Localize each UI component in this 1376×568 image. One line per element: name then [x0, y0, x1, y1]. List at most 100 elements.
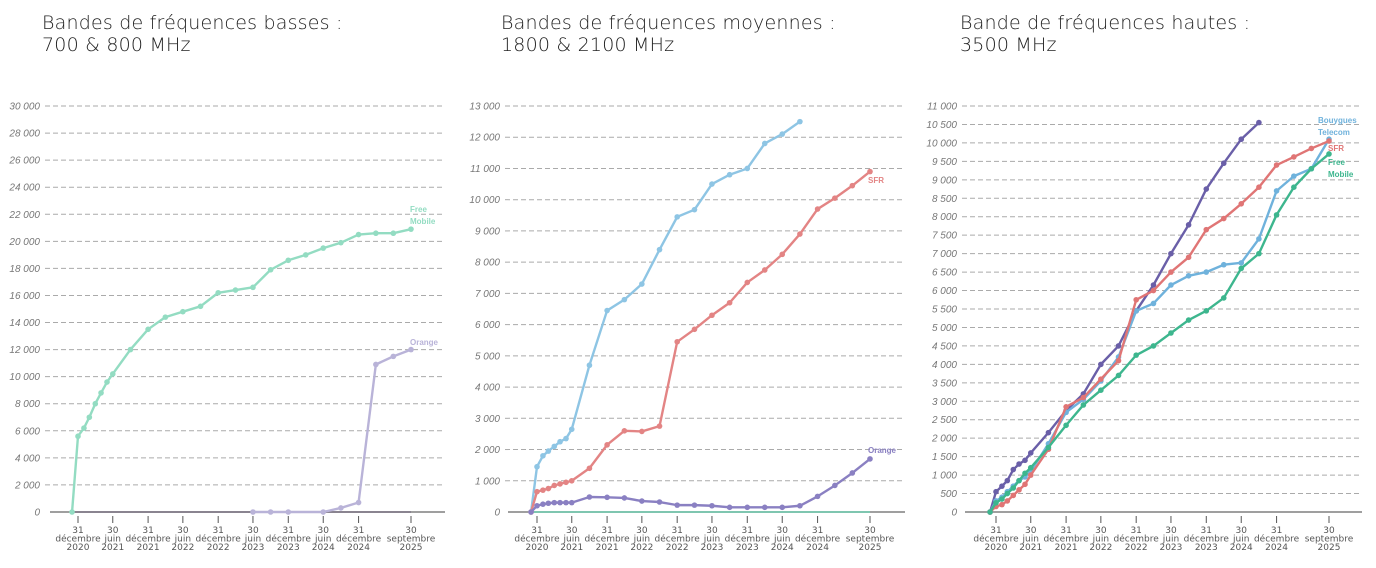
data-point [1010, 485, 1017, 491]
series-label: SFR [1328, 144, 1344, 153]
y-tick-label: 8 500 [932, 194, 957, 205]
data-point [545, 500, 552, 507]
data-point [639, 428, 645, 435]
data-point [726, 171, 733, 178]
data-point [1291, 154, 1297, 160]
data-point [1308, 145, 1315, 152]
y-tick-label: 22 000 [8, 210, 40, 221]
data-point [832, 482, 838, 489]
data-point [127, 346, 134, 353]
data-point [545, 485, 552, 492]
data-point [1238, 260, 1245, 266]
data-point [1168, 282, 1174, 288]
data-point [1168, 269, 1174, 275]
series-label: Bouygues Telecom [1318, 116, 1357, 137]
data-point [1203, 186, 1210, 192]
data-point [285, 509, 292, 515]
y-tick-label: 7 000 [932, 249, 957, 260]
data-point [1168, 330, 1174, 336]
series-label: Orange [410, 338, 439, 347]
data-point [1168, 250, 1174, 257]
data-point [1308, 165, 1315, 172]
series-label: Orange [868, 446, 897, 455]
x-tick-label: 30 septembre 2025 [1305, 526, 1354, 553]
data-point [563, 479, 569, 486]
x-tick-label: 30 juin 2023 [700, 526, 723, 553]
data-point [797, 118, 803, 125]
x-tick-label: 30 juin 2021 [560, 526, 583, 553]
data-point [621, 296, 628, 303]
series-line-sfr [529, 170, 871, 513]
data-point [621, 428, 628, 434]
data-point [993, 499, 999, 506]
x-tick-label: 30 juin 2023 [241, 526, 264, 553]
data-point [1004, 477, 1011, 484]
data-point [557, 438, 563, 445]
data-point [744, 504, 751, 511]
x-tick-label: 31 décembre 2023 [266, 526, 312, 553]
data-point [1185, 317, 1192, 323]
y-tick-label: 5 000 [475, 351, 500, 362]
y-tick-label: 500 [940, 489, 957, 500]
x-tick-label: 30 juin 2024 [312, 526, 335, 553]
y-tick-label: 4 000 [475, 383, 500, 394]
x-tick-label: 30 juin 2022 [1089, 526, 1112, 553]
y-tick-label: 7 500 [932, 231, 957, 242]
data-point [1238, 265, 1245, 272]
data-point [1010, 492, 1017, 499]
data-point [586, 362, 593, 369]
data-point [999, 501, 1005, 508]
data-point [621, 495, 628, 501]
data-point [1098, 361, 1104, 368]
data-point [320, 509, 327, 515]
data-point [1016, 461, 1022, 467]
data-point [69, 509, 75, 515]
data-point [215, 289, 221, 296]
y-tick-label: 4 000 [932, 360, 957, 371]
x-tick-label: 30 juin 2024 [1230, 526, 1253, 553]
data-point [709, 502, 715, 509]
y-tick-label: 12 000 [469, 133, 500, 144]
data-point [1115, 343, 1122, 349]
data-point [1022, 457, 1028, 464]
data-point [528, 509, 534, 515]
data-point [1150, 287, 1157, 294]
data-point [586, 465, 593, 472]
y-tick-label: 5 500 [932, 305, 957, 316]
data-point [709, 181, 715, 187]
data-point [1291, 173, 1297, 179]
x-tick-label: 31 décembre 2020 [973, 526, 1019, 553]
x-tick-label: 31 décembre 2020 [514, 526, 560, 553]
data-point [744, 165, 751, 172]
y-tick-label: 1 500 [932, 452, 957, 463]
y-tick-label: 6 000 [932, 286, 957, 297]
data-point [849, 182, 856, 189]
data-point [408, 226, 414, 232]
data-point [1133, 308, 1139, 314]
data-point [1238, 201, 1245, 207]
data-point [563, 499, 569, 506]
y-tick-label: 7 000 [475, 289, 500, 300]
data-point [568, 477, 575, 484]
y-tick-label: 11 000 [927, 102, 957, 113]
y-tick-label: 10 000 [926, 138, 957, 149]
data-point [408, 346, 414, 353]
x-tick-label: 31 décembre 2023 [1184, 526, 1230, 553]
data-point [797, 502, 803, 509]
data-point [534, 488, 540, 495]
data-point [285, 257, 292, 264]
y-tick-label: 8 000 [15, 399, 40, 410]
y-tick-label: 14 000 [9, 318, 40, 329]
data-point [832, 195, 838, 201]
x-tick-label: 31 décembre 2021 [125, 526, 171, 553]
data-point [355, 231, 362, 238]
y-tick-label: 8 000 [932, 212, 957, 223]
y-tick-label: 9 500 [932, 157, 957, 168]
y-tick-label: 26 000 [8, 156, 40, 167]
y-tick-label: 10 000 [469, 195, 500, 206]
data-point [656, 423, 663, 429]
data-point [390, 353, 397, 360]
data-point [797, 231, 803, 237]
y-tick-label: 8 000 [475, 258, 500, 269]
data-point [761, 267, 768, 273]
